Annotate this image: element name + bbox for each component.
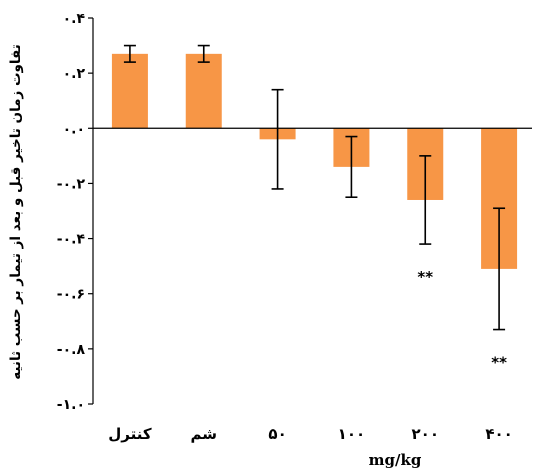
x-axis-title: mg/kg: [369, 451, 422, 469]
y-tick-label: -۰.۲: [57, 176, 86, 192]
y-axis-title: تفاوت زمان تاخیر قبل و بعد از تیمار بر ح…: [8, 44, 24, 380]
x-category-label: ۱۰۰: [338, 425, 365, 443]
y-axis-ticks: ۰.۴ ۰.۲ ۰.۰ -۰.۲ -۰.۴ -۰.۶ -۰.۸ -۱.۰: [57, 11, 93, 413]
bars: [111, 53, 518, 269]
error-bars: [123, 44, 506, 331]
x-category-label: ۲۰۰: [412, 425, 439, 443]
significance-label: **: [417, 268, 433, 286]
x-category-label: کنترل: [108, 425, 152, 443]
y-tick-label: -۱.۰: [57, 397, 85, 413]
bar: [111, 53, 148, 129]
x-category-label: شم: [190, 425, 217, 443]
y-tick-label: -۰.۴: [57, 232, 86, 248]
bar: [185, 53, 222, 129]
y-tick-label: -۰.۶: [57, 287, 85, 303]
y-tick-label: ۰.۴: [63, 11, 86, 27]
x-axis-labels: کنترل شم ۵۰ ۱۰۰ ۲۰۰ ۴۰۰: [108, 425, 513, 443]
significance-marks: ** **: [417, 268, 507, 371]
x-category-label: ۵۰: [268, 425, 286, 443]
y-tick-label: -۰.۸: [57, 342, 86, 358]
significance-label: **: [491, 354, 507, 372]
x-category-label: ۴۰۰: [485, 425, 512, 443]
y-tick-label: ۰.۰: [63, 121, 85, 137]
y-tick-label: ۰.۲: [63, 66, 86, 82]
